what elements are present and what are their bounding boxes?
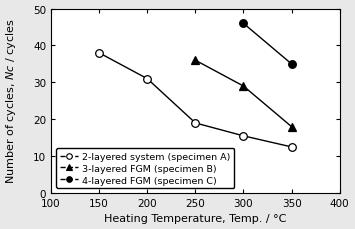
2-layered system (specimen A) — [145, 78, 149, 81]
3-layered FGM (specimen B) — [241, 85, 246, 88]
2-layered system (specimen A) — [289, 146, 294, 149]
Legend: 2-layered system (specimen A), 3-layered FGM (specimen B), 4-layered FGM (specim: 2-layered system (specimen A), 3-layered… — [56, 148, 234, 188]
2-layered system (specimen A) — [241, 135, 246, 138]
Line: 4-layered FGM (specimen C): 4-layered FGM (specimen C) — [240, 20, 295, 68]
3-layered FGM (specimen B) — [289, 126, 294, 128]
Text: Number of cycles, $\it{Nc}$ / cycles: Number of cycles, $\it{Nc}$ / cycles — [4, 19, 18, 184]
4-layered FGM (specimen C) — [241, 23, 246, 26]
2-layered system (specimen A) — [193, 122, 197, 125]
X-axis label: Heating Temperature, Temp. / °C: Heating Temperature, Temp. / °C — [104, 213, 286, 224]
2-layered system (specimen A) — [97, 52, 101, 55]
3-layered FGM (specimen B) — [193, 60, 197, 62]
4-layered FGM (specimen C) — [289, 63, 294, 66]
Line: 3-layered FGM (specimen B): 3-layered FGM (specimen B) — [192, 57, 295, 131]
Line: 2-layered system (specimen A): 2-layered system (specimen A) — [95, 50, 295, 151]
